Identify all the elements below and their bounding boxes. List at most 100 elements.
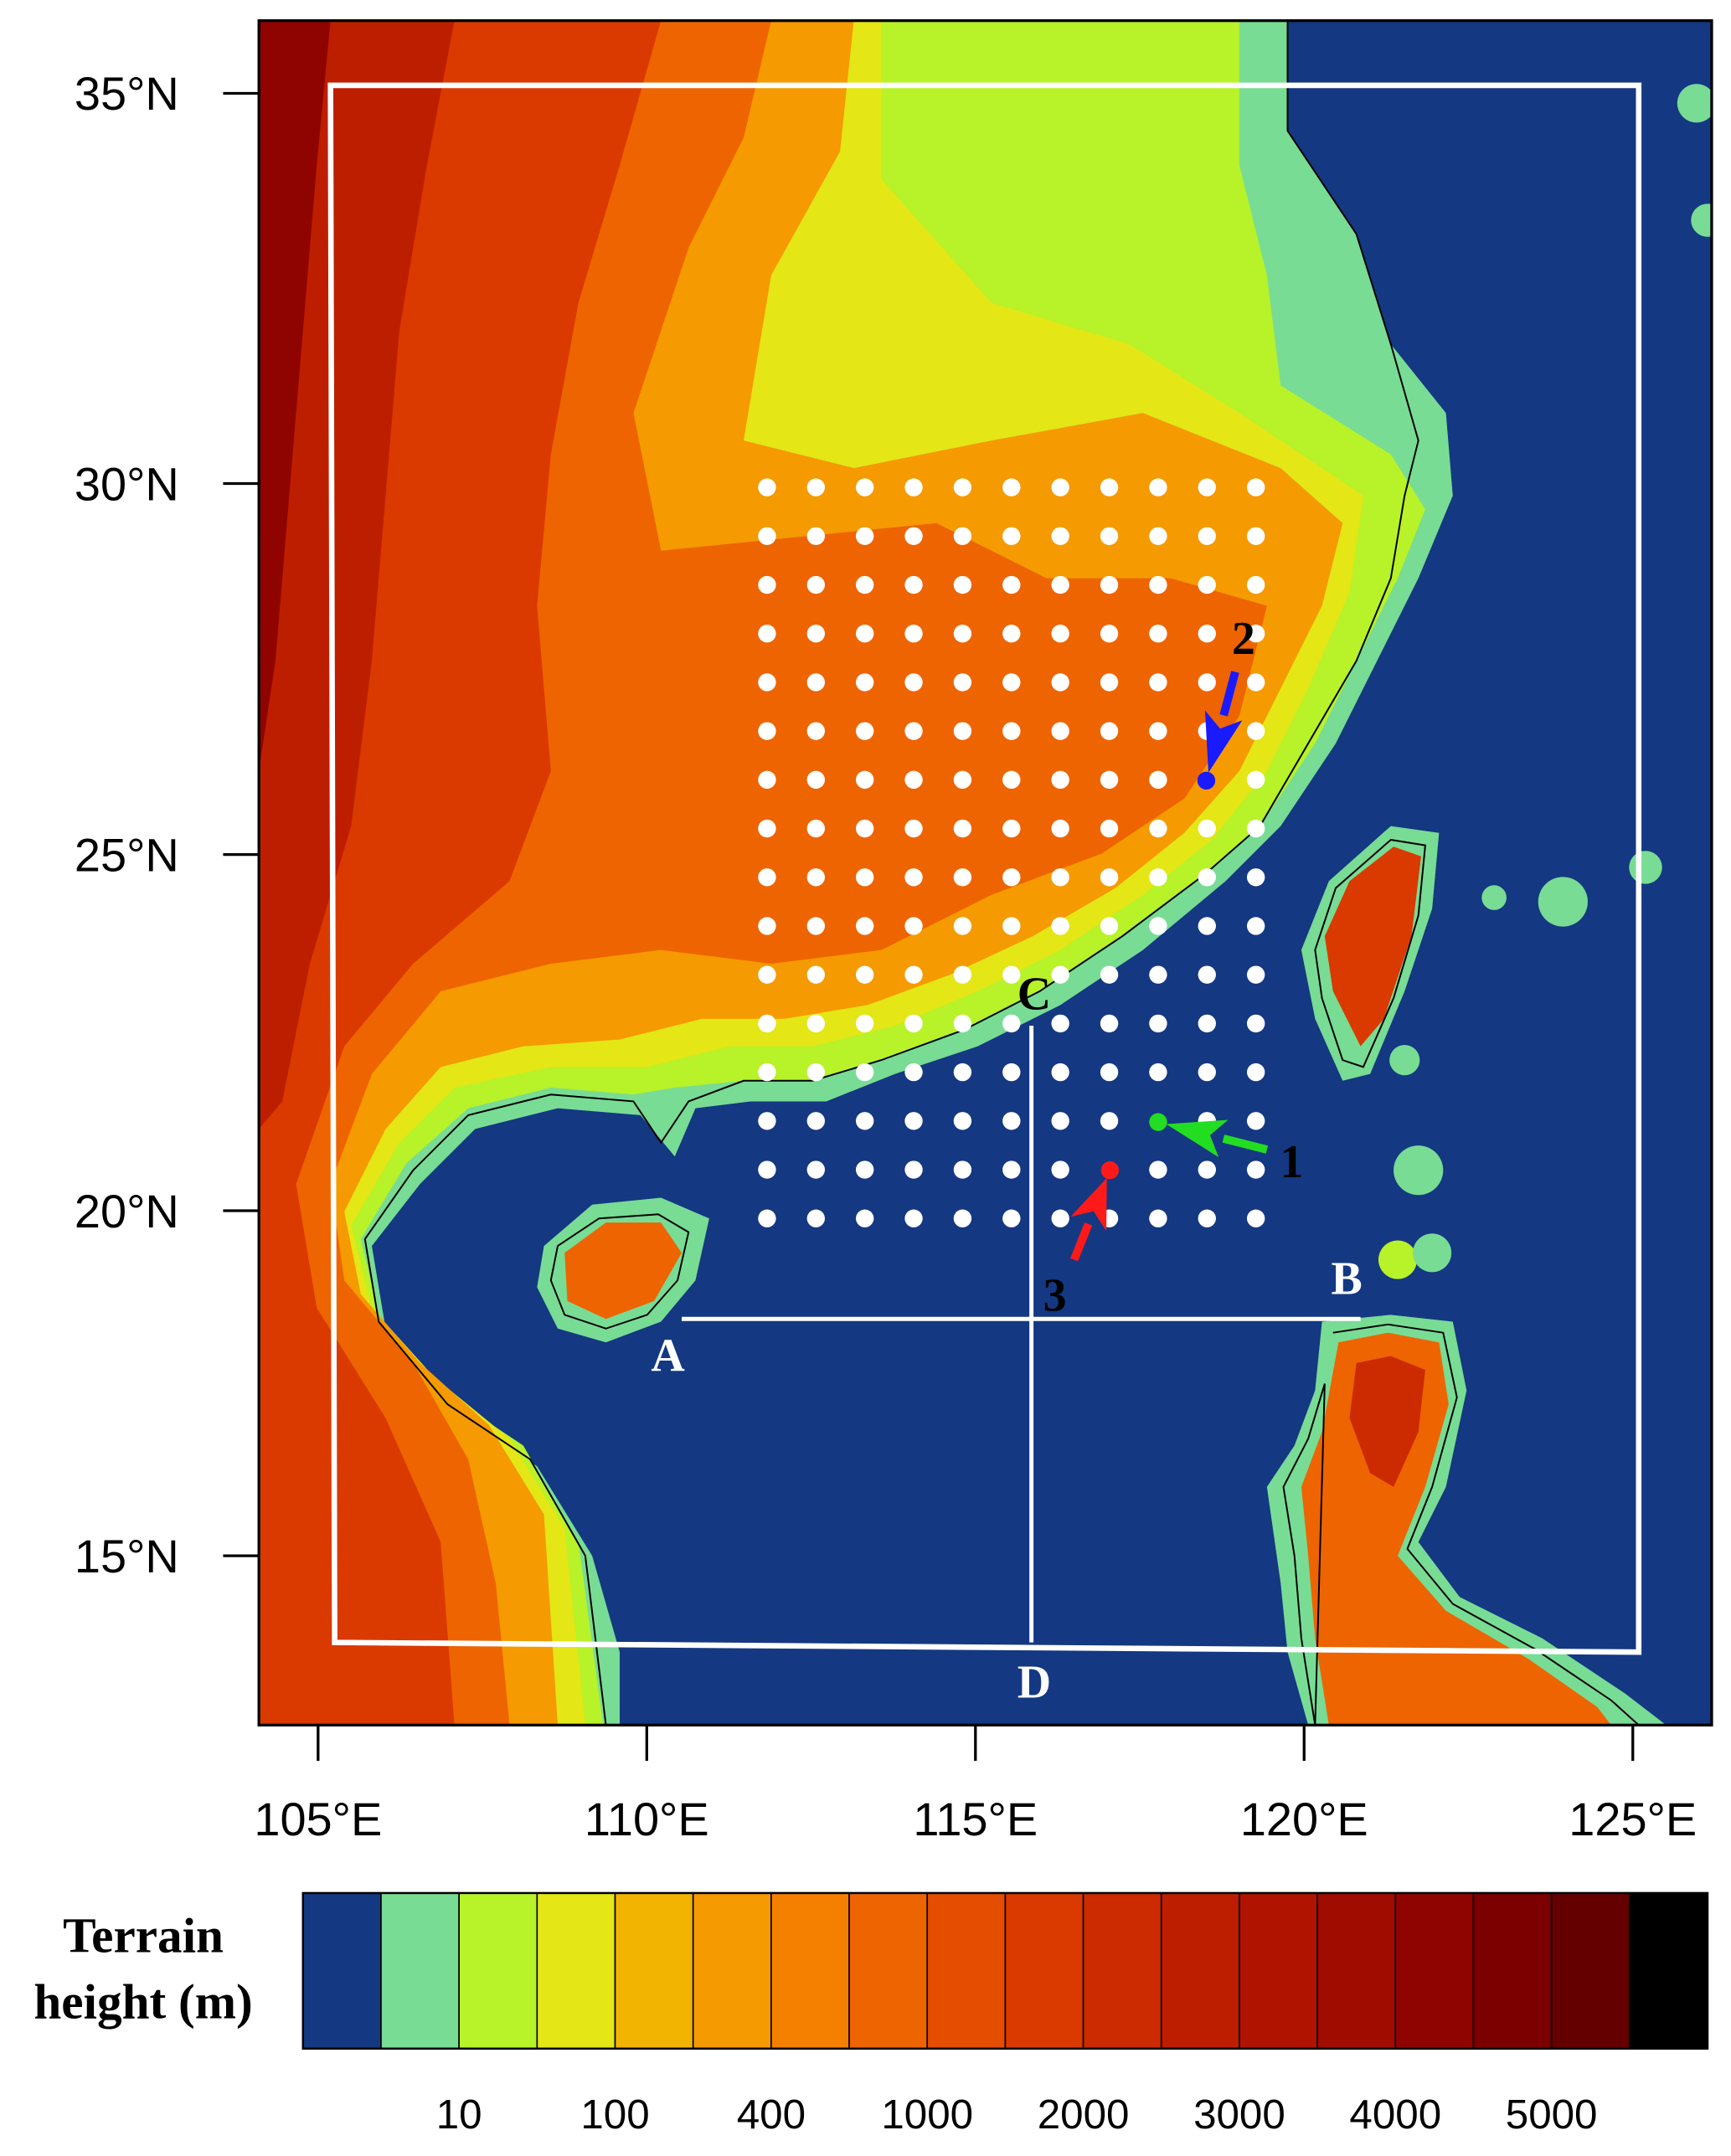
grid-dot [1002, 819, 1021, 838]
grid-dot [904, 722, 923, 740]
grid-dot [1002, 1014, 1021, 1033]
colorbar-box [926, 1892, 1007, 2050]
luzon-red [1349, 1356, 1425, 1487]
grid-dot [758, 527, 776, 545]
grid-dot [1100, 770, 1119, 790]
colorbar-label: 3000 [1193, 2092, 1285, 2138]
grid-dot [1002, 1112, 1021, 1130]
grid-dot [1149, 673, 1167, 692]
grid-dot [758, 673, 776, 692]
island [1413, 1233, 1452, 1273]
grid-dot [1051, 868, 1069, 887]
grid-dot [1198, 625, 1216, 643]
grid-dot [1002, 770, 1021, 790]
terrain [259, 20, 1712, 1726]
axes: 105°E 110°E 115°E 120°E 125°E 35°N 30°N 25°N 20°… [75, 67, 1697, 1845]
grid-dot [855, 868, 874, 887]
grid-dot [758, 1063, 776, 1082]
grid-dot [1149, 1063, 1167, 1082]
colorbar-box [614, 1892, 694, 2050]
land-darkest [259, 20, 331, 771]
grid-dot [1051, 1063, 1069, 1082]
grid-dot [1246, 575, 1265, 594]
grid-dot [1246, 819, 1265, 838]
grid-dot [904, 770, 923, 790]
colorbar-label: 1000 [881, 2092, 973, 2138]
point-dot [1149, 1113, 1167, 1131]
grid-dot [1051, 673, 1069, 692]
grid-dot [1149, 1160, 1167, 1179]
x-tick-label: 110°E [585, 1793, 709, 1845]
island [1538, 877, 1588, 927]
grid-dot [953, 673, 972, 692]
grid-dot [1246, 722, 1265, 740]
grid-dot [1002, 722, 1021, 740]
grid-dot [904, 478, 923, 497]
grid-dot [1051, 575, 1069, 594]
grid-dot [904, 1063, 923, 1082]
grid-dot [1149, 965, 1167, 984]
grid-dot [758, 478, 776, 497]
grid-dot [1149, 868, 1167, 887]
grid-dot [1100, 1112, 1119, 1130]
grid-dot [806, 917, 825, 935]
grid-dot [855, 1209, 874, 1227]
grid-dot [1100, 965, 1119, 984]
y-tick-label: 20°N [75, 1185, 179, 1238]
grid-dot [1100, 819, 1119, 838]
section-label: D [1017, 1656, 1051, 1708]
colorbar-box [1160, 1892, 1240, 2050]
arrow-head [1070, 1177, 1107, 1232]
grid-dot [855, 770, 874, 790]
colorbar-label: 2000 [1038, 2092, 1130, 2138]
arrow-head [1204, 710, 1243, 773]
arrow-shaft [1222, 1135, 1269, 1154]
colorbar-box [1472, 1892, 1553, 2050]
island [1691, 203, 1712, 237]
grid-dot [904, 868, 923, 887]
grid-dot [1246, 868, 1265, 887]
section-label: B [1332, 1253, 1363, 1305]
grid-dot [904, 965, 923, 984]
grid-dot [1198, 1063, 1216, 1082]
colorbar-box [692, 1892, 772, 2050]
grid-dot [855, 722, 874, 740]
colorbar-box [770, 1892, 850, 2050]
grid-dot [758, 1112, 776, 1130]
island [1378, 1240, 1418, 1279]
grid-dot [904, 1112, 923, 1130]
grid-dot [904, 819, 923, 838]
colorbar-box [1004, 1892, 1084, 2050]
grid-dot [904, 673, 923, 692]
grid-dot [953, 722, 972, 740]
grid-dot [1198, 917, 1216, 935]
grid-dot [1246, 478, 1265, 497]
grid-dot [1100, 1063, 1119, 1082]
arrow-head [1166, 1119, 1229, 1158]
grid-dot [855, 1112, 874, 1130]
grid-dot [806, 575, 825, 594]
grid-dot [806, 625, 825, 643]
colorbar-title: Terrain [63, 1908, 224, 1963]
grid-dot [1149, 917, 1167, 935]
grid-dot [806, 1063, 825, 1082]
grid-dot [1246, 673, 1265, 692]
coastline-luzon [1282, 1323, 1640, 1726]
grid-dot [758, 770, 776, 790]
grid-dot [855, 625, 874, 643]
point-label: 3 [1043, 1269, 1067, 1321]
grid-dot [904, 917, 923, 935]
grid-dot [1198, 527, 1216, 545]
grid-dot [1002, 625, 1021, 643]
grid-dot [953, 1160, 972, 1179]
grid-dot [758, 722, 776, 740]
grid-dot [953, 1209, 972, 1227]
grid-dot [1198, 965, 1216, 984]
y-tick-label: 30°N [75, 457, 179, 510]
grid-dot [953, 625, 972, 643]
grid-dot [1002, 1209, 1021, 1227]
grid-dot [953, 917, 972, 935]
grid-dot [1051, 625, 1069, 643]
grid-dot [806, 1209, 825, 1227]
